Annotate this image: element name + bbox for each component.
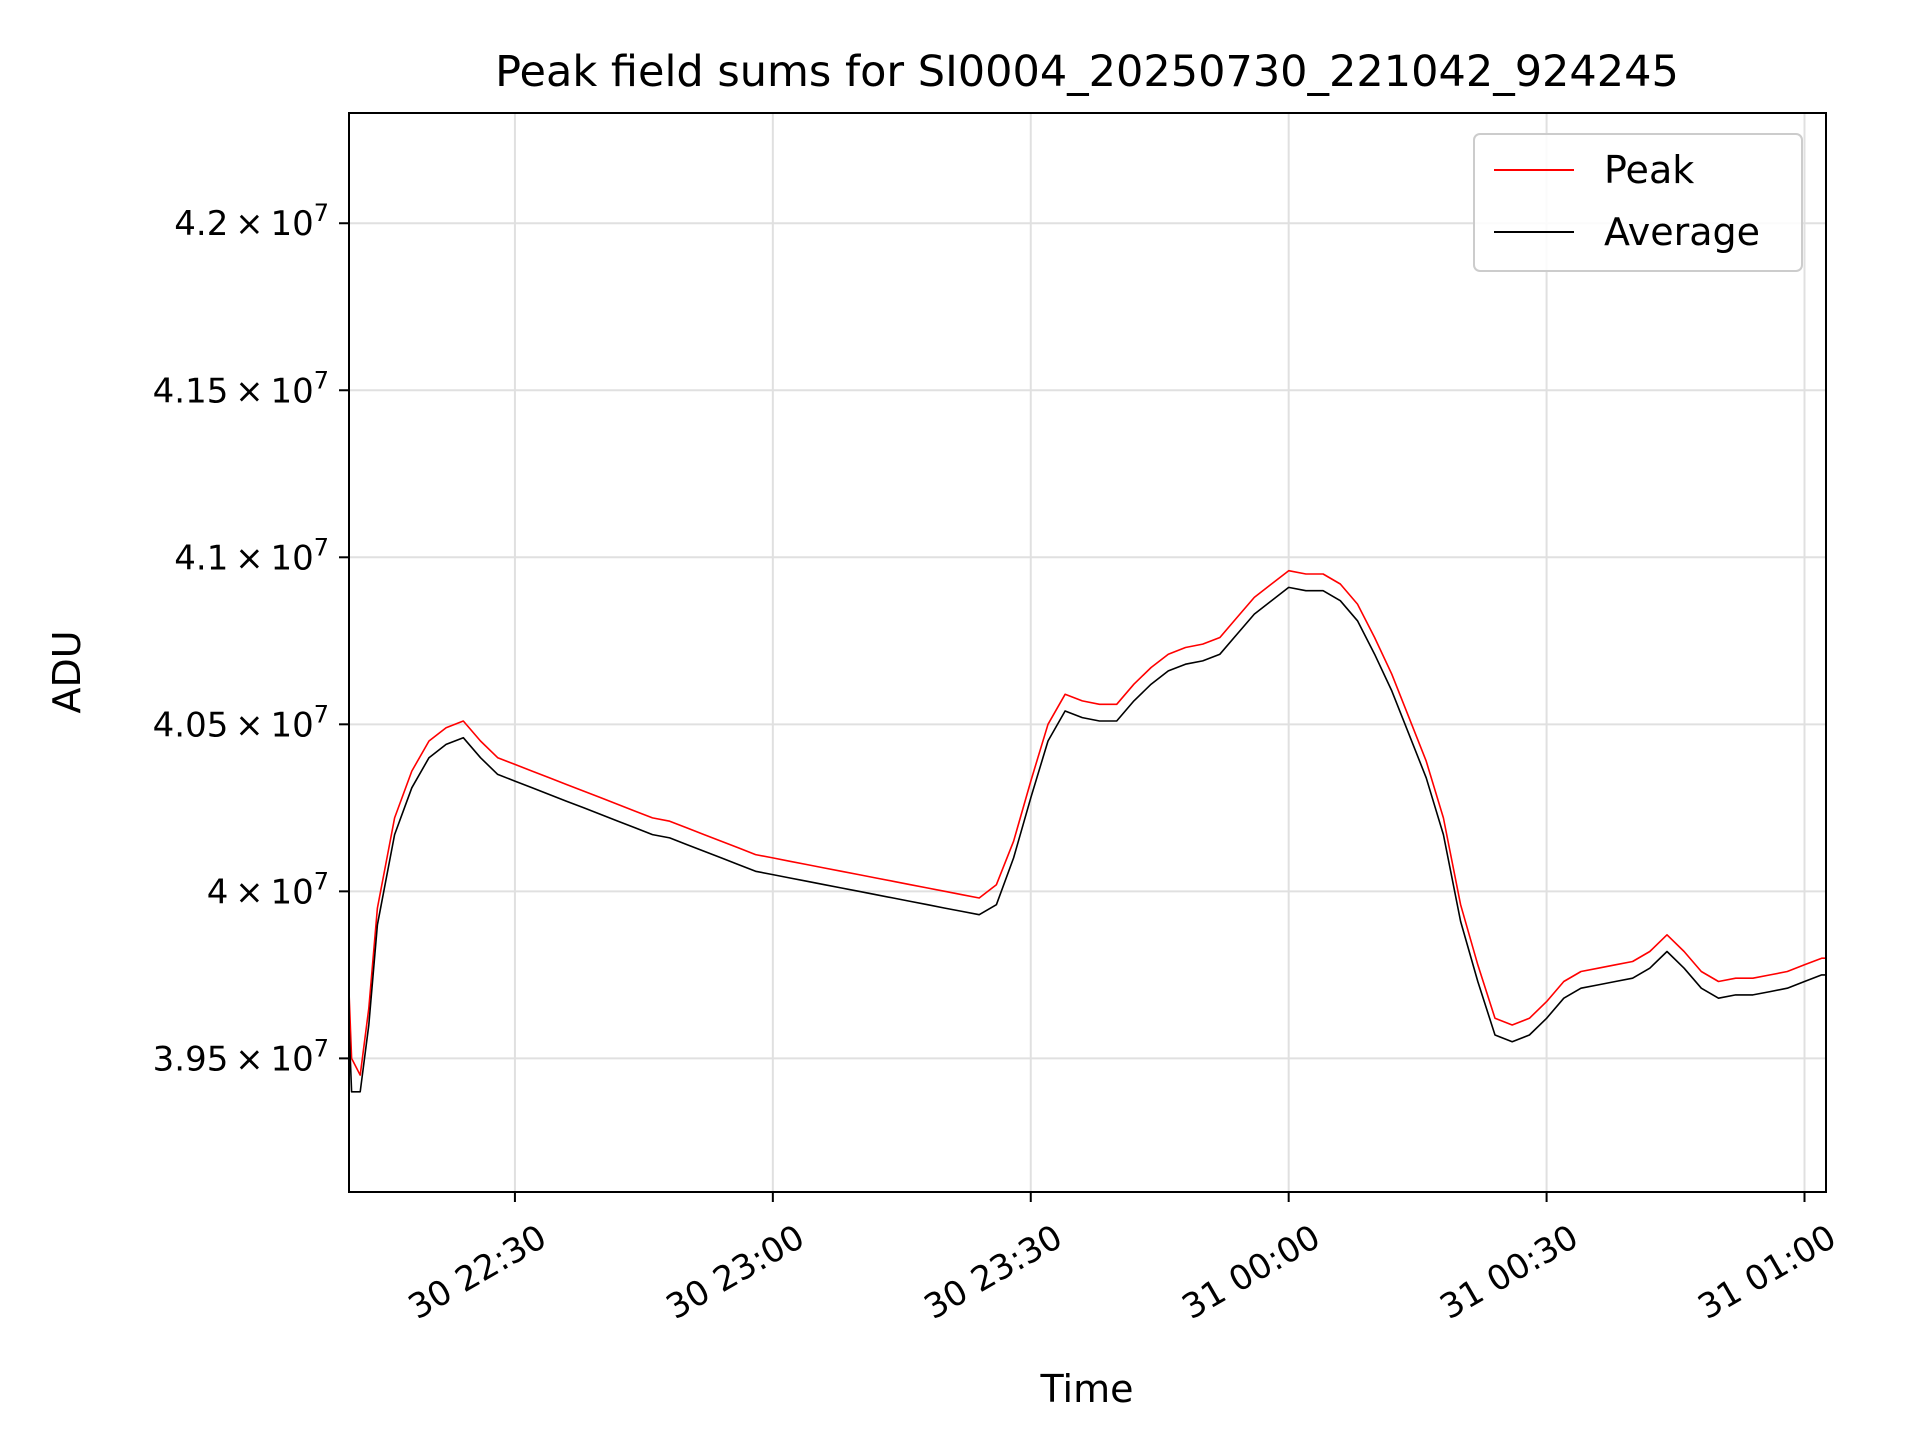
legend-label-peak: Peak — [1604, 148, 1694, 192]
legend-label-average: Average — [1604, 210, 1760, 254]
y-tick-mantissa: 3.95 — [153, 1039, 229, 1079]
y-tick-base: × 10 — [228, 204, 313, 244]
y-tick-mantissa: 4 — [207, 872, 229, 912]
plot-frame — [348, 112, 1827, 1193]
grid — [349, 113, 1826, 1192]
y-tick-base: × 10 — [228, 538, 313, 578]
x-axis-label: Time — [1040, 1367, 1134, 1411]
series-layer — [349, 569, 1826, 1093]
y-tick-mantissa: 4.1 — [174, 538, 228, 578]
y-tick-base: × 10 — [228, 872, 313, 912]
y-tick-mantissa: 4.2 — [174, 204, 228, 244]
y-tick-label: 3.95 × 107 — [153, 1034, 329, 1079]
y-tick-exponent: 7 — [314, 533, 329, 561]
legend-box — [1473, 133, 1803, 272]
y-tick-base: × 10 — [228, 1039, 313, 1079]
y-tick-exponent: 7 — [314, 1034, 329, 1062]
y-tick-label: 4.2 × 107 — [174, 199, 329, 244]
y-tick-base: × 10 — [228, 705, 313, 745]
y-tick-mantissa: 4.05 — [153, 705, 229, 745]
series-line-average — [349, 586, 1826, 1093]
y-tick-base: × 10 — [228, 371, 313, 411]
y-tick-label: 4.1 × 107 — [174, 533, 329, 578]
series-line-peak — [349, 569, 1826, 1076]
y-tick-exponent: 7 — [314, 366, 329, 394]
y-tick-label: 4.15 × 107 — [153, 366, 329, 411]
y-tick-exponent: 7 — [314, 867, 329, 895]
y-tick-exponent: 7 — [314, 700, 329, 728]
y-axis-label: ADU — [45, 630, 89, 713]
y-tick-mantissa: 4.15 — [153, 371, 229, 411]
y-tick-label: 4.05 × 107 — [153, 700, 329, 745]
legend: Peak Average — [1473, 133, 1803, 272]
y-tick-label: 4 × 107 — [207, 867, 329, 912]
y-tick-exponent: 7 — [314, 199, 329, 227]
chart-title: Peak field sums for SI0004_20250730_2210… — [495, 47, 1679, 97]
